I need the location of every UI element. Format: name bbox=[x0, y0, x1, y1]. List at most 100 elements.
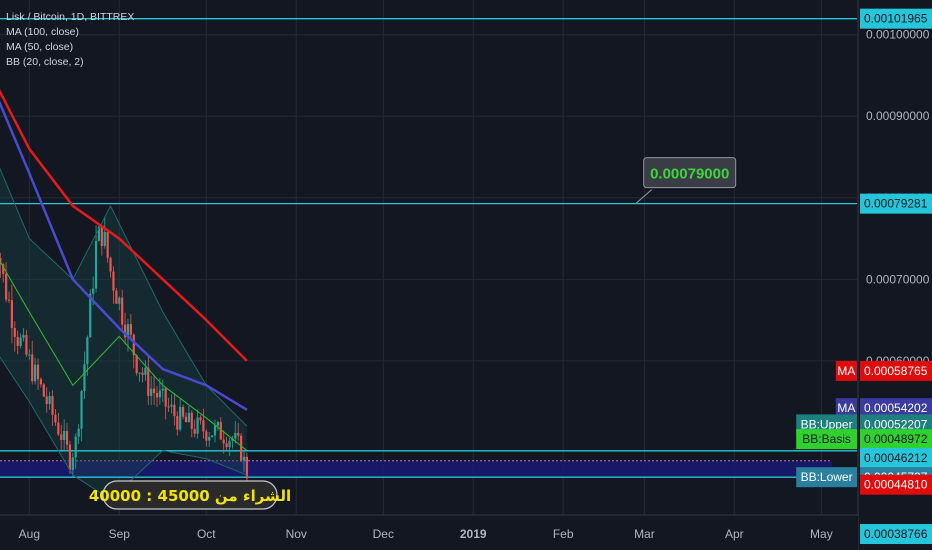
price-label-value: 0.00058765 bbox=[864, 364, 928, 378]
candle-body bbox=[0, 257, 2, 265]
legend-ma50[interactable]: MA (50, close) bbox=[6, 41, 74, 53]
price-label-value: 0.00101965 bbox=[864, 12, 928, 26]
candle-body bbox=[103, 231, 106, 246]
candle-body bbox=[176, 416, 179, 430]
candle-body bbox=[36, 364, 40, 380]
candle-body bbox=[135, 355, 138, 374]
candle-body bbox=[5, 273, 8, 300]
candle-body bbox=[31, 354, 34, 382]
candle-body bbox=[39, 379, 43, 385]
candle-body bbox=[34, 364, 37, 382]
price-label-box bbox=[860, 474, 932, 495]
symbol-title: Lisk / Bitcoin, 1D, BITTREX bbox=[6, 11, 135, 23]
candle-body bbox=[126, 324, 130, 338]
ma50-line bbox=[0, 100, 248, 411]
candle-body bbox=[205, 431, 208, 441]
buy-callout-box bbox=[102, 480, 278, 510]
candle-body bbox=[187, 412, 190, 423]
price-label-prefix-box bbox=[796, 467, 857, 488]
price-label-prefix-box bbox=[835, 360, 857, 381]
candle-body bbox=[89, 293, 92, 338]
price-label-prefix: BB:Lower bbox=[801, 470, 853, 484]
candle-body bbox=[161, 388, 164, 391]
time-tick-label: Nov bbox=[286, 527, 307, 541]
price-axis[interactable]: 0.001000000.000900000.000800000.00070000… bbox=[796, 0, 932, 550]
candle-body bbox=[2, 264, 5, 274]
candle-body bbox=[150, 388, 153, 396]
candle-body bbox=[228, 440, 231, 448]
candle-body bbox=[184, 416, 188, 423]
candle-body bbox=[48, 396, 51, 404]
chart-legend: Lisk / Bitcoin, 1D, BITTREX MA (100, clo… bbox=[6, 10, 134, 70]
candle-body bbox=[152, 388, 156, 393]
chart-grid bbox=[0, 0, 857, 515]
time-axis[interactable]: Aug Sep Oct Nov Dec 2019 Feb Mar Apr May bbox=[0, 514, 858, 550]
candle-body bbox=[106, 231, 109, 258]
candle-body bbox=[190, 412, 193, 429]
candle-body bbox=[45, 396, 48, 404]
candle-body bbox=[216, 422, 220, 426]
candles bbox=[0, 216, 249, 483]
buy-callout-text: 40000 : 45000 الشراء من bbox=[89, 487, 291, 505]
candle-body bbox=[181, 406, 185, 417]
candle-body bbox=[213, 425, 217, 436]
candle-body bbox=[28, 354, 31, 356]
time-axis-background bbox=[0, 515, 858, 550]
candle-body bbox=[60, 434, 63, 440]
candle-body bbox=[158, 390, 161, 398]
candle-body bbox=[77, 428, 80, 437]
candle-body bbox=[16, 336, 19, 346]
target-callout-text: 0.00079000 bbox=[650, 166, 729, 183]
bb-basis-line bbox=[0, 260, 248, 451]
price-label-box bbox=[860, 193, 932, 214]
price-label-box bbox=[860, 8, 932, 29]
buy-callout: 40000 : 45000 الشراء من bbox=[89, 480, 291, 510]
candle-body bbox=[167, 406, 170, 408]
buy-zone bbox=[0, 460, 832, 478]
candle-body bbox=[68, 444, 72, 470]
candle-body bbox=[173, 404, 176, 417]
price-label-value: 0.00054202 bbox=[864, 401, 928, 415]
candle-body bbox=[51, 396, 54, 415]
price-label-value: 0.00038766 bbox=[864, 527, 928, 541]
time-tick-label: May bbox=[810, 527, 833, 541]
price-label-box bbox=[860, 398, 932, 419]
candle-body bbox=[199, 417, 202, 421]
price-label-value: 0.00052207 bbox=[864, 417, 928, 431]
candle-body bbox=[147, 367, 150, 396]
price-label-prefix-box bbox=[796, 429, 857, 450]
price-label-prefix-box bbox=[835, 398, 857, 419]
price-label-box bbox=[860, 447, 932, 468]
candle-body bbox=[123, 324, 127, 338]
ma100-line bbox=[0, 89, 248, 362]
candle-body bbox=[86, 337, 89, 365]
price-label-box bbox=[860, 524, 932, 545]
price-tick-label: 0.00100000 bbox=[866, 28, 930, 42]
candle-body bbox=[42, 384, 45, 397]
candle-body bbox=[138, 372, 141, 374]
candle-body bbox=[237, 432, 240, 436]
candle-body bbox=[219, 422, 222, 440]
candle-body bbox=[164, 388, 167, 407]
candle-body bbox=[132, 334, 135, 356]
candle-body bbox=[22, 334, 25, 338]
candle-body bbox=[231, 438, 234, 441]
candle-body bbox=[10, 300, 14, 329]
time-tick-label: Mar bbox=[634, 527, 655, 541]
legend-bb[interactable]: BB (20, close, 2) bbox=[6, 56, 84, 68]
candle-body bbox=[80, 391, 83, 429]
candle-body bbox=[19, 337, 22, 346]
time-tick-label: Dec bbox=[373, 527, 394, 541]
candle-body bbox=[112, 271, 115, 291]
candle-body bbox=[179, 406, 182, 430]
candle-body bbox=[92, 288, 95, 294]
legend-ma100[interactable]: MA (100, close) bbox=[6, 26, 79, 38]
callouts: 0.00079000 40000 : 45000 الشراء من bbox=[89, 157, 737, 510]
candle-body bbox=[225, 443, 228, 448]
candle-body bbox=[193, 428, 196, 434]
candle-body bbox=[202, 420, 205, 432]
candle-body bbox=[118, 297, 121, 304]
candle-body bbox=[121, 297, 124, 325]
candle-body bbox=[170, 404, 173, 407]
